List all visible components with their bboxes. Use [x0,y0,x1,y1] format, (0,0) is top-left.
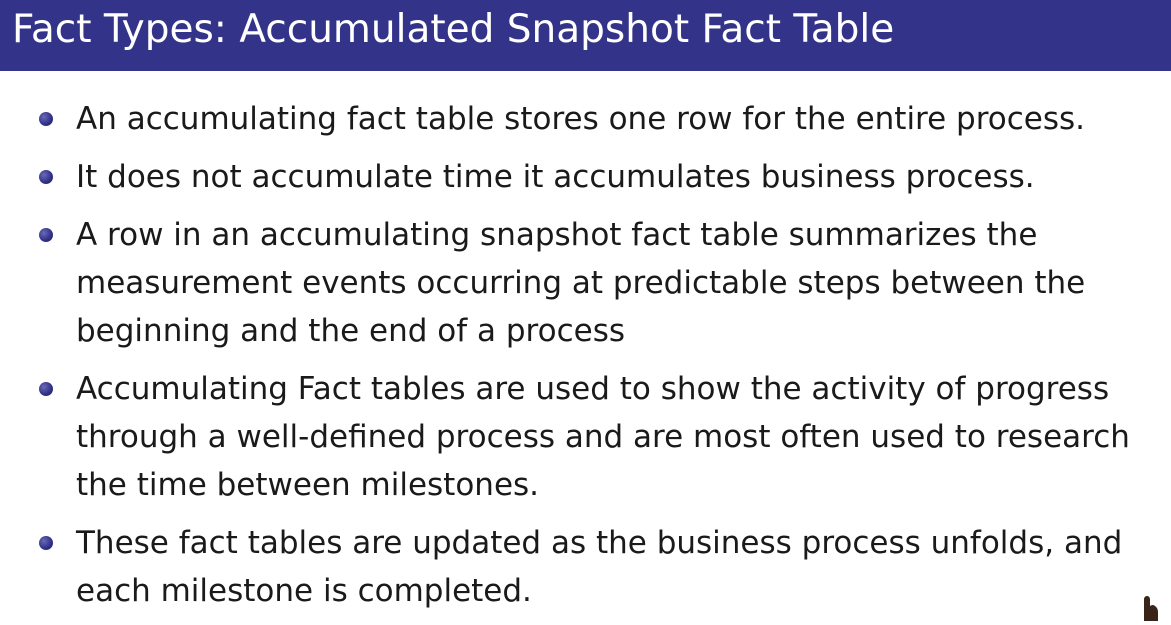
slide-title-bar: Fact Types: Accumulated Snapshot Fact Ta… [0,0,1171,71]
bullet-dot-icon [39,112,53,126]
bullet-list: An accumulating fact table stores one ro… [0,95,1171,625]
bullet-item: Accumulating Fact tables are used to sho… [0,365,1171,509]
bullet-text: Accumulating Fact tables are used to sho… [76,371,1130,503]
hand-pointer-icon [1144,596,1158,621]
bullet-dot-icon [39,170,53,184]
bullet-text: These fact tables are updated as the bus… [76,525,1123,609]
bullet-text: It does not accumulate time it accumulat… [76,159,1035,195]
bullet-text: An accumulating fact table stores one ro… [76,101,1086,137]
bullet-dot-icon [39,382,53,396]
bullet-item: It does not accumulate time it accumulat… [0,153,1171,201]
bullet-dot-icon [39,536,53,550]
bullet-item: These fact tables are updated as the bus… [0,519,1171,615]
bullet-item: A row in an accumulating snapshot fact t… [0,211,1171,355]
bullet-item: An accumulating fact table stores one ro… [0,95,1171,143]
bullet-dot-icon [39,228,53,242]
bullet-text: A row in an accumulating snapshot fact t… [76,217,1086,349]
slide-title: Fact Types: Accumulated Snapshot Fact Ta… [12,7,895,52]
